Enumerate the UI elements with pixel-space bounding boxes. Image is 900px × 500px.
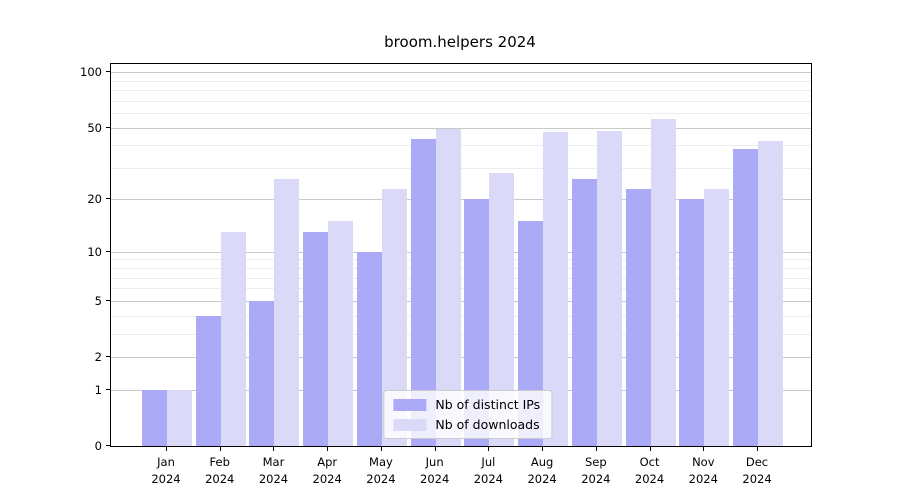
bar-feb-distinct-ips — [195, 315, 221, 446]
minor-gridline — [111, 315, 811, 317]
y-tick-label-10: 10 — [87, 244, 102, 259]
major-gridline — [111, 72, 811, 74]
minor-gridline — [111, 80, 811, 82]
bar-oct-downloads — [650, 118, 676, 446]
y-tick-mark — [106, 356, 110, 357]
bar-jan-downloads — [167, 389, 192, 446]
minor-gridline — [111, 288, 811, 290]
y-tick-label-20: 20 — [87, 192, 102, 207]
chart-title: broom.helpers 2024 — [384, 33, 536, 51]
bar-dec-distinct-ips — [733, 149, 759, 446]
y-tick-mark — [106, 388, 110, 390]
x-tick-mark — [434, 447, 436, 451]
bar-apr-distinct-ips — [303, 232, 329, 446]
bar-sep-distinct-ips — [571, 179, 597, 446]
x-tick-mark — [542, 447, 544, 451]
bar-jan-distinct-ips — [142, 389, 167, 446]
minor-gridline — [111, 113, 811, 115]
plot-area: Nb of distinct IPs Nb of downloads — [110, 63, 812, 447]
y-tick-label-1: 1 — [94, 382, 102, 397]
x-tick-label-jan: Jan 2024 — [151, 455, 181, 486]
bar-sep-downloads — [596, 130, 622, 446]
bar-apr-downloads — [328, 221, 354, 446]
legend: Nb of distinct IPs Nb of downloads — [383, 390, 553, 439]
x-tick-mark — [327, 447, 329, 451]
x-tick-mark — [595, 447, 597, 451]
minor-gridline — [111, 100, 811, 102]
minor-gridline — [111, 167, 811, 169]
x-tick-label-nov: Nov 2024 — [688, 455, 718, 486]
y-tick-label-5: 5 — [94, 293, 102, 308]
bar-feb-downloads — [220, 232, 246, 446]
y-tick-label-2: 2 — [94, 350, 102, 364]
y-tick-mark — [106, 250, 110, 252]
y-tick-mark — [106, 445, 110, 446]
x-tick-label-sep: Sep 2024 — [581, 455, 611, 486]
legend-row-downloads: Nb of downloads — [393, 417, 540, 432]
x-tick-mark — [649, 447, 651, 451]
y-tick-label-0: 0 — [94, 439, 102, 453]
bar-dec-downloads — [758, 141, 784, 446]
minor-gridline — [111, 145, 811, 147]
major-gridline — [111, 251, 811, 253]
x-tick-mark — [273, 447, 275, 451]
x-tick-mark — [380, 447, 382, 451]
legend-swatch-downloads-icon — [393, 418, 427, 431]
major-gridline — [111, 300, 811, 302]
x-tick-mark — [757, 447, 759, 451]
x-tick-label-dec: Dec 2024 — [742, 455, 772, 486]
y-tick-mark — [106, 198, 110, 200]
legend-label-downloads: Nb of downloads — [435, 417, 540, 432]
x-tick-label-feb: Feb 2024 — [205, 455, 235, 486]
x-tick-label-jul: Jul 2024 — [473, 455, 504, 486]
y-tick-mark — [106, 71, 110, 73]
x-tick-mark — [166, 447, 167, 451]
minor-gridline — [111, 90, 811, 92]
major-gridline — [111, 127, 811, 129]
y-tick-label-100: 100 — [80, 65, 102, 80]
minor-gridline — [111, 277, 811, 279]
x-tick-mark — [488, 447, 490, 451]
x-tick-label-jun: Jun 2024 — [420, 455, 450, 486]
x-tick-label-aug: Aug 2024 — [527, 455, 557, 486]
legend-swatch-distinct-ips-icon — [393, 398, 427, 411]
bar-mar-distinct-ips — [249, 300, 275, 446]
bar-oct-distinct-ips — [625, 188, 651, 446]
minor-gridline — [111, 333, 811, 335]
minor-gridline — [111, 268, 811, 270]
x-tick-label-oct: Oct 2024 — [634, 455, 665, 486]
y-tick-label-50: 50 — [87, 120, 102, 135]
bar-mar-downloads — [274, 179, 300, 446]
bar-nov-downloads — [704, 188, 730, 446]
x-tick-mark — [703, 447, 705, 451]
x-tick-label-apr: Apr 2024 — [312, 455, 342, 486]
legend-row-distinct-ips: Nb of distinct IPs — [393, 397, 540, 412]
minor-gridline — [111, 259, 811, 261]
y-tick-mark — [106, 299, 110, 301]
x-tick-label-may: May 2024 — [366, 455, 396, 486]
x-tick-label-mar: Mar 2024 — [258, 455, 289, 486]
major-gridline — [111, 357, 811, 358]
y-tick-mark — [106, 126, 110, 128]
x-tick-mark — [219, 447, 221, 451]
legend-label-distinct-ips: Nb of distinct IPs — [435, 397, 541, 412]
bar-nov-distinct-ips — [679, 199, 705, 446]
bar-may-distinct-ips — [356, 251, 382, 446]
major-gridline — [111, 199, 811, 201]
